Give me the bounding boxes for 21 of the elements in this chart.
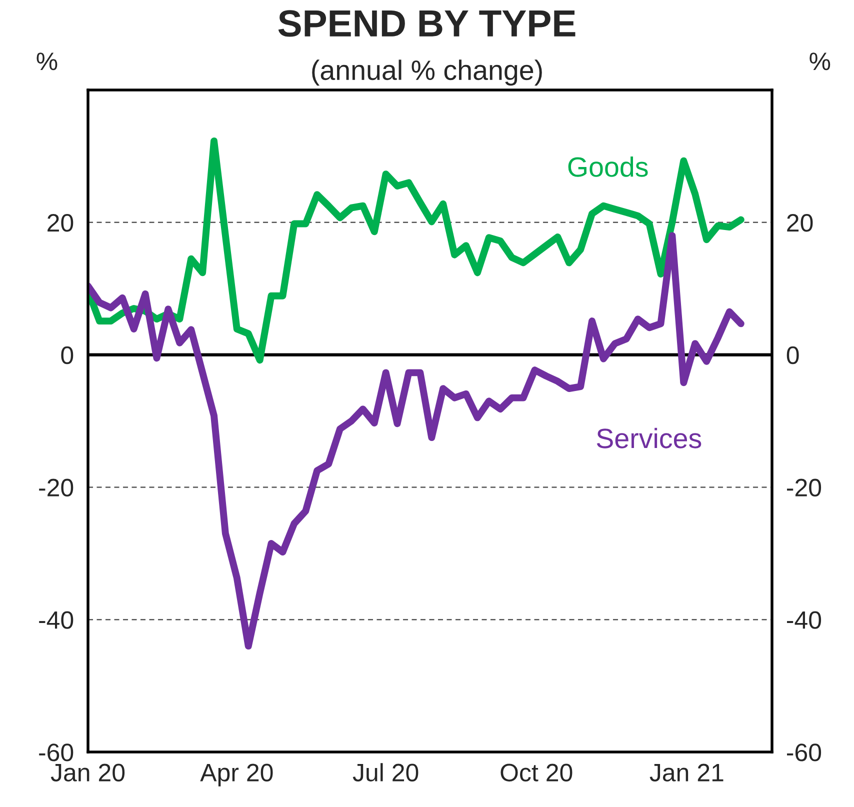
y2-tick-label: 20 bbox=[787, 214, 813, 232]
y-axis-title: % bbox=[36, 52, 58, 70]
x-tick-label: Oct 20 bbox=[500, 764, 572, 782]
y2-tick-label: 0 bbox=[786, 346, 799, 364]
x-tick-label: Jan 21 bbox=[650, 764, 724, 782]
x-tick-label: Jul 20 bbox=[352, 763, 418, 782]
y-tick-label: 20 bbox=[48, 214, 74, 232]
series-label: Goods bbox=[568, 156, 648, 177]
y2-tick-label: -40 bbox=[787, 611, 822, 629]
y2-tick-label: -60 bbox=[787, 744, 822, 762]
chart-title: SPEND BY TYPE bbox=[278, 10, 576, 37]
x-tick-label: Jan 20 bbox=[50, 764, 125, 782]
y-tick-label: -20 bbox=[39, 478, 74, 497]
chart-subtitle: (annual % change) bbox=[312, 60, 542, 86]
y-tick-label: 0 bbox=[61, 346, 74, 364]
y2-axis-title: % bbox=[810, 52, 830, 70]
y2-tick-label: -20 bbox=[787, 478, 822, 497]
y-tick-label: -60 bbox=[39, 744, 74, 762]
y-tick-label: -40 bbox=[39, 611, 74, 629]
x-tick-label: Apr 20 bbox=[200, 764, 273, 786]
series-label: Services bbox=[596, 428, 702, 448]
